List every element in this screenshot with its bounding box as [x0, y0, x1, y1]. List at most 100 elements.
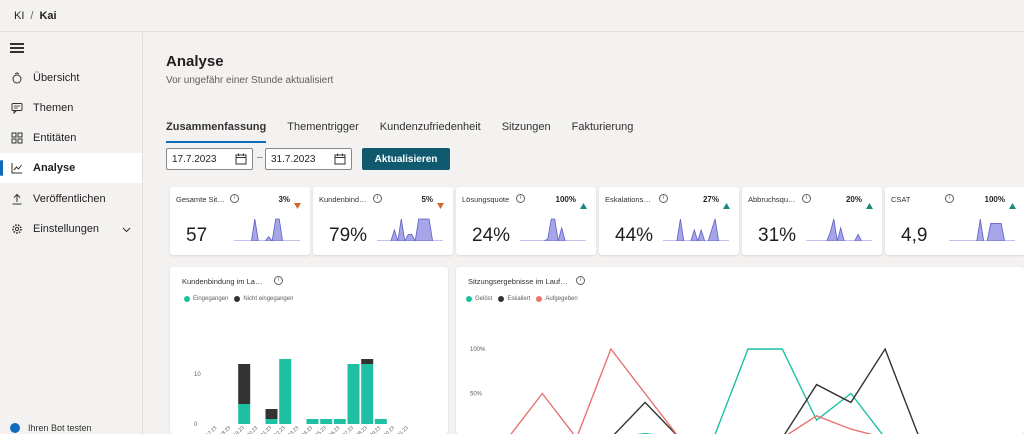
trend-up-icon [580, 196, 587, 214]
x-tick-label: 7.22.23 [271, 425, 287, 434]
sidebar-item-settings[interactable]: Einstellungen [0, 214, 142, 244]
kpi-sparkline [949, 218, 1015, 241]
outcomes-panel: Sitzungsergebnisse im Laufe der Zeit i G… [456, 267, 1024, 434]
kpi-sparkline [234, 218, 300, 241]
test-bot-link[interactable]: Ihren Bot testen [10, 423, 92, 433]
engagement-panel: Kundenbindung im Laufe der Zeit i Eingeg… [170, 267, 448, 434]
x-tick-label: 7.17.23 [202, 425, 218, 434]
x-tick-label: 7.25.23 [312, 425, 328, 434]
end-date-picker[interactable]: 31.7.2023 [265, 148, 352, 170]
x-tick-label: 7.31.23 [394, 425, 410, 434]
legend-item[interactable]: Gelöst [466, 296, 492, 302]
trend-down-icon [437, 196, 444, 214]
calendar-icon[interactable] [235, 153, 247, 168]
info-icon[interactable]: i [230, 194, 239, 203]
sidebar-item-topics[interactable]: Themen [0, 93, 142, 123]
info-icon[interactable]: i [802, 194, 811, 203]
kpi-label: Lösungsquote [462, 195, 510, 204]
x-tick-label: 7.30.23 [380, 425, 396, 434]
legend-swatch [184, 296, 190, 302]
info-icon[interactable]: i [274, 276, 283, 285]
sidebar-item-label: Übersicht [33, 72, 80, 84]
info-icon[interactable]: i [516, 194, 525, 203]
legend-swatch [536, 296, 543, 302]
chart-line-icon [10, 161, 24, 175]
sparkline-area [949, 218, 1015, 241]
start-date-value: 17.7.2023 [172, 153, 217, 165]
legend-label: Nicht eingegangen [243, 296, 294, 302]
bar-segment [238, 404, 251, 424]
grid-icon [10, 131, 24, 145]
bot-icon [10, 423, 20, 433]
tab-customer-satisfaction[interactable]: Kundenzufriedenheit [379, 121, 481, 133]
outcomes-line-chart: 0%50%100%7.17.227.18.237.19.237.20.237.2… [470, 347, 919, 434]
x-tick-label: 7.28.23 [353, 425, 369, 434]
page-title: Analyse [166, 53, 224, 70]
info-icon[interactable]: i [659, 194, 668, 203]
kpi-sparkline [520, 218, 586, 241]
engagement-bar-chart: 0107.17.237.18.237.19.237.20.237.21.237.… [194, 359, 410, 434]
legend-item[interactable]: Aufgegeben [536, 296, 578, 302]
sparkline-area [663, 218, 729, 241]
hamburger-menu-icon[interactable] [10, 43, 24, 53]
info-icon[interactable]: i [945, 194, 954, 203]
breadcrumb-current[interactable]: Kai [39, 9, 57, 22]
kpi-label: Eskalationsquote [605, 195, 655, 204]
start-date-picker[interactable]: 17.7.2023 [166, 148, 253, 170]
trend-up-icon [1009, 196, 1016, 214]
sidebar-item-entities[interactable]: Entitäten [0, 123, 142, 153]
info-icon[interactable]: i [576, 276, 585, 285]
x-tick-label: 7.21.23 [257, 425, 273, 434]
trend-up-icon [723, 196, 730, 214]
kpi-card[interactable]: Lösungsquote i 100% 24% [456, 187, 596, 255]
refresh-button[interactable]: Aktualisieren [362, 148, 450, 170]
kpi-value: 44% [615, 225, 654, 246]
x-tick-label: 7.27.23 [339, 425, 355, 434]
breadcrumb: KI / Kai [0, 0, 1024, 32]
y-tick-label: 10 [194, 372, 201, 378]
bar-segment [265, 419, 278, 424]
kpi-value: 31% [758, 225, 797, 246]
legend-label: Eskaliert [507, 296, 531, 302]
chevron-down-icon[interactable] [122, 224, 131, 236]
legend-item[interactable]: Nicht eingegangen [234, 296, 293, 302]
x-tick-label: 7.29.23 [366, 425, 382, 434]
kpi-change: 3% [278, 195, 290, 204]
x-tick-label: 7.26.23 [325, 425, 341, 434]
kpi-card[interactable]: Eskalationsquote i 27% 44% [599, 187, 739, 255]
kpi-change: 20% [845, 195, 862, 204]
outcomes-legend: Gelöst Eskaliert Aufgegeben [466, 296, 584, 302]
sidebar-item-overview[interactable]: Übersicht [0, 63, 142, 93]
tab-topic-triggers[interactable]: Thementrigger [287, 121, 359, 133]
gear-icon [10, 222, 24, 236]
sidebar-item-label: Themen [33, 102, 74, 114]
kpi-change: 100% [555, 195, 576, 204]
tab-sessions[interactable]: Sitzungen [501, 121, 551, 133]
sidebar-item-publish[interactable]: Veröffentlichen [0, 184, 142, 214]
page-subtitle: Vor ungefähr einer Stunde aktualisiert [166, 75, 334, 86]
kpi-card[interactable]: Kundenbindungsrate i 5% 79% [313, 187, 453, 255]
y-tick-label: 100% [470, 347, 486, 353]
legend-label: Gelöst [475, 296, 493, 302]
legend-item[interactable]: Eskaliert [498, 296, 530, 302]
legend-item[interactable]: Eingegangen [184, 296, 228, 302]
series-line [636, 348, 883, 434]
x-tick-label: 7.19.23 [230, 425, 246, 434]
sparkline-area [520, 218, 586, 241]
sidebar-item-analytics[interactable]: Analyse [0, 153, 142, 183]
kpi-card[interactable]: CSAT i 100% 4,9 [885, 187, 1024, 255]
tab-billing[interactable]: Fakturierung [571, 121, 634, 133]
kpi-card[interactable]: Gesamte Sitzungen i 3% 57 [170, 187, 310, 255]
sidebar-item-label: Entitäten [33, 132, 77, 144]
tab-summary[interactable]: Zusammenfassung [166, 121, 267, 143]
info-icon[interactable]: i [373, 194, 382, 203]
kpi-label: Gesamte Sitzungen [176, 195, 226, 204]
breadcrumb-root[interactable]: KI [14, 9, 25, 22]
calendar-icon[interactable] [334, 153, 346, 168]
bar-segment [361, 364, 374, 424]
x-tick-label: 7.23.23 [284, 425, 300, 434]
legend-swatch [234, 296, 241, 302]
bar-segment [320, 419, 333, 424]
kpi-card[interactable]: Abbruchsquote i 20% 31% [742, 187, 882, 255]
home-icon [10, 71, 24, 85]
